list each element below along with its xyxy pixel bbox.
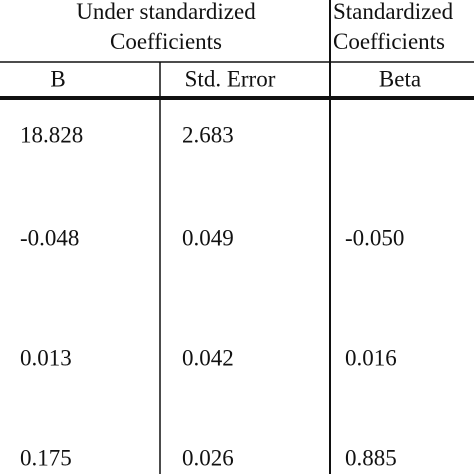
column-header: Beta	[379, 66, 421, 91]
table-cell: 0.049	[182, 225, 234, 250]
table-cell: 0.016	[345, 345, 397, 370]
table-cell: 0.175	[20, 445, 72, 470]
group-header: Under standardized Coefficients	[76, 0, 256, 54]
table-cell: 0.026	[182, 445, 234, 470]
table-cell: 18.828	[20, 122, 83, 147]
table-cell: 0.885	[345, 445, 397, 470]
table-cell: 2.683	[182, 122, 234, 147]
table-cell: 0.042	[182, 345, 234, 370]
table-cell: -0.050	[345, 225, 404, 250]
group-header: Standardized Coefficients	[333, 0, 454, 54]
column-header: B	[50, 66, 65, 91]
column-header: Std. Error	[185, 66, 276, 91]
table-cell: -0.048	[20, 225, 79, 250]
table-cell: 0.013	[20, 345, 72, 370]
